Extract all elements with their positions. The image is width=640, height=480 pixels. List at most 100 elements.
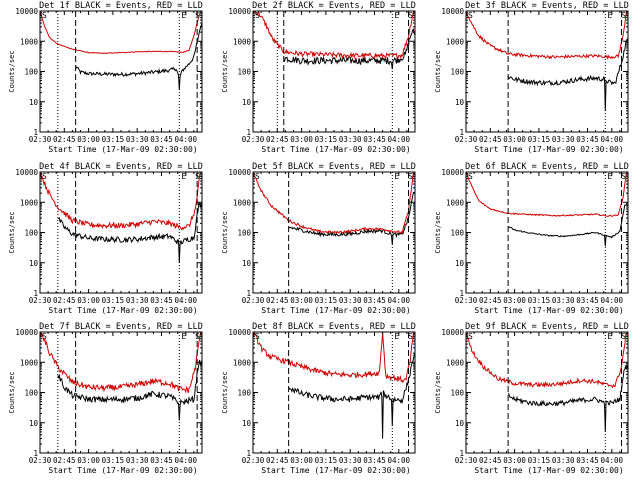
- x-tick-label: 03:00: [290, 135, 313, 144]
- x-tick-label: 02:30: [455, 296, 478, 305]
- x-tick-label: 03:30: [339, 135, 362, 144]
- x-tick-label: 03:15: [315, 456, 338, 465]
- series-events-line: [288, 353, 415, 439]
- flag-s: S: [195, 332, 200, 341]
- flag-s: S: [195, 11, 200, 20]
- series-events-line: [283, 28, 415, 70]
- x-tick-label: 03:15: [528, 296, 551, 305]
- y-axis-label: Counts/sec: [8, 211, 16, 253]
- y-tick-label: 1: [246, 128, 251, 137]
- x-tick-label: 02:30: [29, 456, 52, 465]
- flag-s: S: [408, 332, 413, 341]
- x-axis-label: Start Time (17-Mar-09 02:30:00): [48, 145, 197, 154]
- y-axis-label: Counts/sec: [221, 50, 229, 92]
- y-tick-label: 10: [455, 259, 465, 268]
- x-tick-label: 03:45: [150, 135, 173, 144]
- flag-s: S: [408, 172, 413, 181]
- y-tick-label: 10: [242, 98, 252, 107]
- series-lld-line: [466, 332, 628, 389]
- x-tick-label: 04:00: [601, 456, 624, 465]
- series-lld-line: [466, 11, 628, 61]
- y-tick-label: 1: [246, 449, 251, 458]
- y-tick-label: 10: [29, 419, 39, 428]
- x-tick-label: 04:00: [388, 135, 411, 144]
- y-tick-label: 1000: [20, 198, 39, 207]
- y-tick-label: 1000: [20, 37, 39, 46]
- x-tick-label: 02:45: [479, 296, 502, 305]
- y-tick-label: 1: [33, 289, 38, 298]
- flag-e: E: [394, 11, 399, 20]
- x-tick-label: 03:15: [102, 456, 125, 465]
- series-events-line: [507, 364, 628, 432]
- flag-s: S: [468, 172, 473, 181]
- plot-area: [466, 11, 628, 111]
- y-tick-label: 10000: [441, 7, 464, 16]
- y-tick-label: 1: [459, 449, 464, 458]
- x-tick-label: 02:30: [242, 135, 265, 144]
- y-tick-label: 10000: [228, 168, 251, 177]
- flag-s: S: [621, 11, 626, 20]
- y-axis-label: Counts/sec: [434, 211, 442, 253]
- y-tick-label: 1000: [446, 358, 465, 367]
- y-tick-label: 10: [242, 419, 252, 428]
- x-tick-label: 03:30: [126, 135, 149, 144]
- plot-area: [253, 172, 415, 245]
- y-axis-label: Counts/sec: [221, 371, 229, 413]
- y-tick-label: 1: [459, 128, 464, 137]
- x-tick-label: 03:30: [552, 456, 575, 465]
- x-tick-label: 03:30: [126, 296, 149, 305]
- panel-title: Det 9f BLACK = Events, RED = LLD: [465, 322, 629, 332]
- y-tick-label: 100: [450, 229, 464, 238]
- panel-title: Det 1f BLACK = Events, RED = LLD: [39, 1, 203, 11]
- axes-frame: [465, 171, 629, 294]
- x-tick-label: 03:00: [503, 296, 526, 305]
- y-tick-label: 10000: [441, 168, 464, 177]
- x-tick-label: 02:30: [29, 135, 52, 144]
- panel-title: Det 4f BLACK = Events, RED = LLD: [39, 162, 203, 172]
- x-tick-label: 02:45: [53, 296, 76, 305]
- x-tick-label: 03:30: [552, 135, 575, 144]
- flag-s: S: [621, 332, 626, 341]
- plot-area: [40, 11, 202, 90]
- x-tick-label: 03:45: [363, 135, 386, 144]
- x-tick-label: 02:30: [242, 296, 265, 305]
- x-axis-label: Start Time (17-Mar-09 02:30:00): [48, 306, 197, 315]
- y-tick-label: 1000: [20, 358, 39, 367]
- y-tick-label: 100: [237, 68, 251, 77]
- x-tick-label: 03:30: [339, 456, 362, 465]
- flag-s: S: [621, 172, 626, 181]
- flag-e: E: [394, 332, 399, 341]
- axes-frame: [39, 10, 203, 133]
- x-tick-label: 03:15: [315, 296, 338, 305]
- x-axis-label: Start Time (17-Mar-09 02:30:00): [261, 466, 410, 475]
- plot-area: [40, 172, 202, 263]
- flag-s: S: [408, 11, 413, 20]
- y-tick-label: 10000: [15, 168, 38, 177]
- panel-title: Det 7f BLACK = Events, RED = LLD: [39, 322, 203, 332]
- y-tick-label: 10000: [228, 328, 251, 337]
- flag-s: S: [195, 172, 200, 181]
- flag-s: S: [42, 172, 47, 181]
- x-tick-label: 04:00: [388, 296, 411, 305]
- y-tick-label: 1: [33, 449, 38, 458]
- y-axis-label: Counts/sec: [434, 50, 442, 92]
- x-tick-label: 02:45: [53, 135, 76, 144]
- x-tick-label: 04:00: [175, 456, 198, 465]
- y-tick-label: 10000: [15, 328, 38, 337]
- y-axis-label: Counts/sec: [8, 50, 16, 92]
- x-tick-label: 02:45: [479, 135, 502, 144]
- plot-area: [253, 332, 415, 439]
- x-tick-label: 03:45: [576, 456, 599, 465]
- series-lld-line: [40, 332, 202, 394]
- y-axis-label: Counts/sec: [8, 371, 16, 413]
- x-tick-label: 03:45: [150, 296, 173, 305]
- x-tick-label: 04:00: [175, 135, 198, 144]
- y-axis-label: Counts/sec: [434, 371, 442, 413]
- axes-frame: [39, 331, 203, 454]
- x-tick-label: 03:30: [552, 296, 575, 305]
- x-tick-label: 02:30: [455, 135, 478, 144]
